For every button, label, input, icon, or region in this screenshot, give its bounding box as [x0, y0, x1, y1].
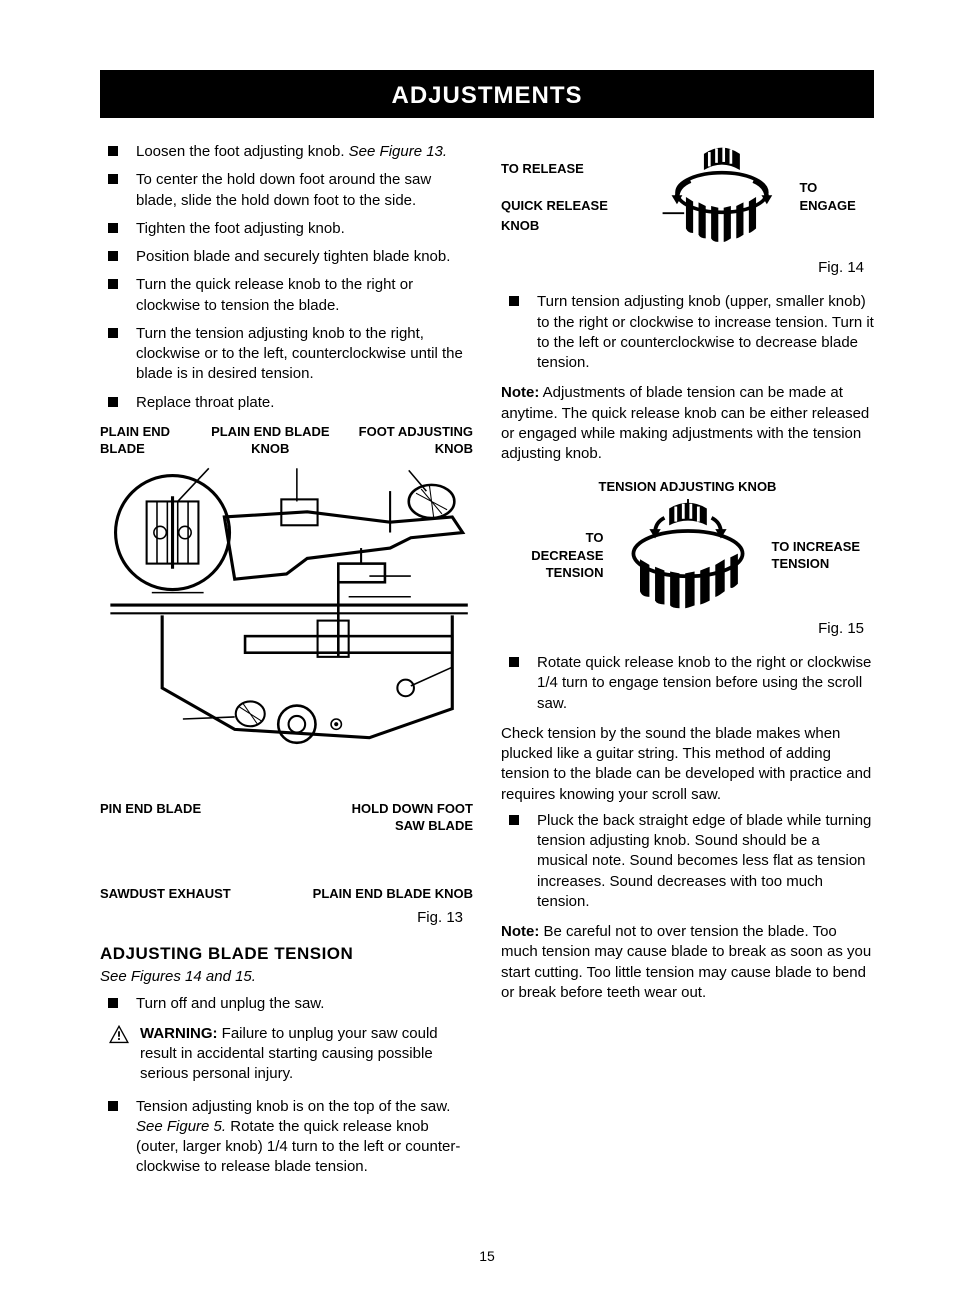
- label: TENSION ADJUSTING KNOB: [501, 478, 874, 496]
- warning-block: WARNING: Failure to unplug your saw coul…: [108, 1024, 473, 1085]
- label: TO DECREASE TENSION: [514, 529, 604, 582]
- bullet-list: Loosen the foot adjusting knob. See Figu…: [100, 142, 473, 413]
- manual-page: ADJUSTMENTS Loosen the foot adjusting kn…: [0, 0, 954, 1304]
- label: PLAIN END BLADE: [100, 423, 202, 458]
- warning-icon: [108, 1024, 130, 1050]
- figure-15-diagram: [608, 498, 768, 613]
- bullet-list: Turn off and unplug the saw.: [100, 994, 473, 1014]
- right-column: TO RELEASE QUICK RELEASE KNOB: [501, 142, 874, 1188]
- page-number: 15: [100, 1248, 874, 1264]
- label: TO ENGAGE: [799, 179, 874, 214]
- figure-labels-bottom: SAWDUST EXHAUST PLAIN END BLADE KNOB: [100, 885, 473, 903]
- warning-text: WARNING: Failure to unplug your saw coul…: [140, 1024, 473, 1085]
- list-item: Turn the quick release knob to the right…: [100, 275, 473, 316]
- paragraph: Check tension by the sound the blade mak…: [501, 724, 874, 805]
- list-item: Rotate quick release knob to the right o…: [501, 653, 874, 714]
- ref-text: See Figure 5.: [136, 1118, 226, 1135]
- list-item: To center the hold down foot around the …: [100, 170, 473, 211]
- label: PIN END BLADE: [100, 800, 201, 835]
- left-column: Loosen the foot adjusting knob. See Figu…: [100, 142, 473, 1188]
- figure-13: PLAIN END BLADE PLAIN END BLADE KNOB FOO…: [100, 423, 473, 929]
- ref-text: See Figure 13.: [349, 143, 447, 160]
- text: Loosen the foot adjusting knob.: [136, 143, 349, 160]
- figure-caption: Fig. 15: [501, 619, 864, 639]
- label: SAWDUST EXHAUST: [100, 885, 231, 903]
- bullet-list: Tension adjusting knob is on the top of …: [100, 1097, 473, 1178]
- two-column-layout: Loosen the foot adjusting knob. See Figu…: [100, 142, 874, 1188]
- label: SAW BLADE: [395, 818, 473, 833]
- figure-caption: Fig. 14: [501, 258, 864, 278]
- fig14-left-labels: TO RELEASE QUICK RELEASE KNOB: [501, 159, 644, 236]
- label: PLAIN END BLADE KNOB: [202, 423, 339, 458]
- list-item: Turn tension adjusting knob (upper, smal…: [501, 292, 874, 373]
- bullet-list: Pluck the back straight edge of blade wh…: [501, 811, 874, 912]
- bullet-list: Turn tension adjusting knob (upper, smal…: [501, 292, 874, 373]
- label: PLAIN END BLADE KNOB: [313, 885, 473, 903]
- note-body: Adjustments of blade tension can be made…: [501, 384, 869, 462]
- note: Note: Be careful not to over tension the…: [501, 922, 874, 1003]
- list-item: Turn off and unplug the saw.: [100, 994, 473, 1014]
- list-item: Turn the tension adjusting knob to the r…: [100, 324, 473, 385]
- label: QUICK RELEASE KNOB: [501, 196, 644, 235]
- label: FOOT ADJUSTING KNOB: [339, 423, 473, 458]
- label: HOLD DOWN FOOT: [352, 801, 473, 816]
- label: TO RELEASE: [501, 159, 644, 179]
- label: TO INCREASE TENSION: [772, 538, 862, 573]
- figure-14: TO RELEASE QUICK RELEASE KNOB: [501, 142, 874, 278]
- section-subref: See Figures 14 and 15.: [100, 967, 473, 987]
- list-item: Loosen the foot adjusting knob. See Figu…: [100, 142, 473, 162]
- section-title: ADJUSTING BLADE TENSION: [100, 943, 473, 966]
- section-banner: ADJUSTMENTS: [100, 70, 874, 118]
- list-item: Pluck the back straight edge of blade wh…: [501, 811, 874, 912]
- list-item: Tighten the foot adjusting knob.: [100, 219, 473, 239]
- warning-lead: WARNING:: [140, 1025, 218, 1042]
- note-lead: Note:: [501, 923, 539, 940]
- text: Tension adjusting knob is on the top of …: [136, 1098, 450, 1115]
- figure-13-diagram: [100, 460, 473, 792]
- figure-labels-top: PLAIN END BLADE PLAIN END BLADE KNOB FOO…: [100, 423, 473, 458]
- figure-labels-mid: PIN END BLADE HOLD DOWN FOOT SAW BLADE: [100, 800, 473, 835]
- figure-15: TENSION ADJUSTING KNOB TO DECREASE TENSI…: [501, 478, 874, 639]
- note: Note: Adjustments of blade tension can b…: [501, 383, 874, 464]
- bullet-list: Rotate quick release knob to the right o…: [501, 653, 874, 714]
- figure-caption: Fig. 13: [100, 908, 463, 928]
- list-item: Tension adjusting knob is on the top of …: [100, 1097, 473, 1178]
- figure-14-diagram: [650, 142, 794, 252]
- note-body: Be careful not to over tension the blade…: [501, 923, 871, 1001]
- list-item: Position blade and securely tighten blad…: [100, 247, 473, 267]
- note-lead: Note:: [501, 384, 539, 401]
- list-item: Replace throat plate.: [100, 393, 473, 413]
